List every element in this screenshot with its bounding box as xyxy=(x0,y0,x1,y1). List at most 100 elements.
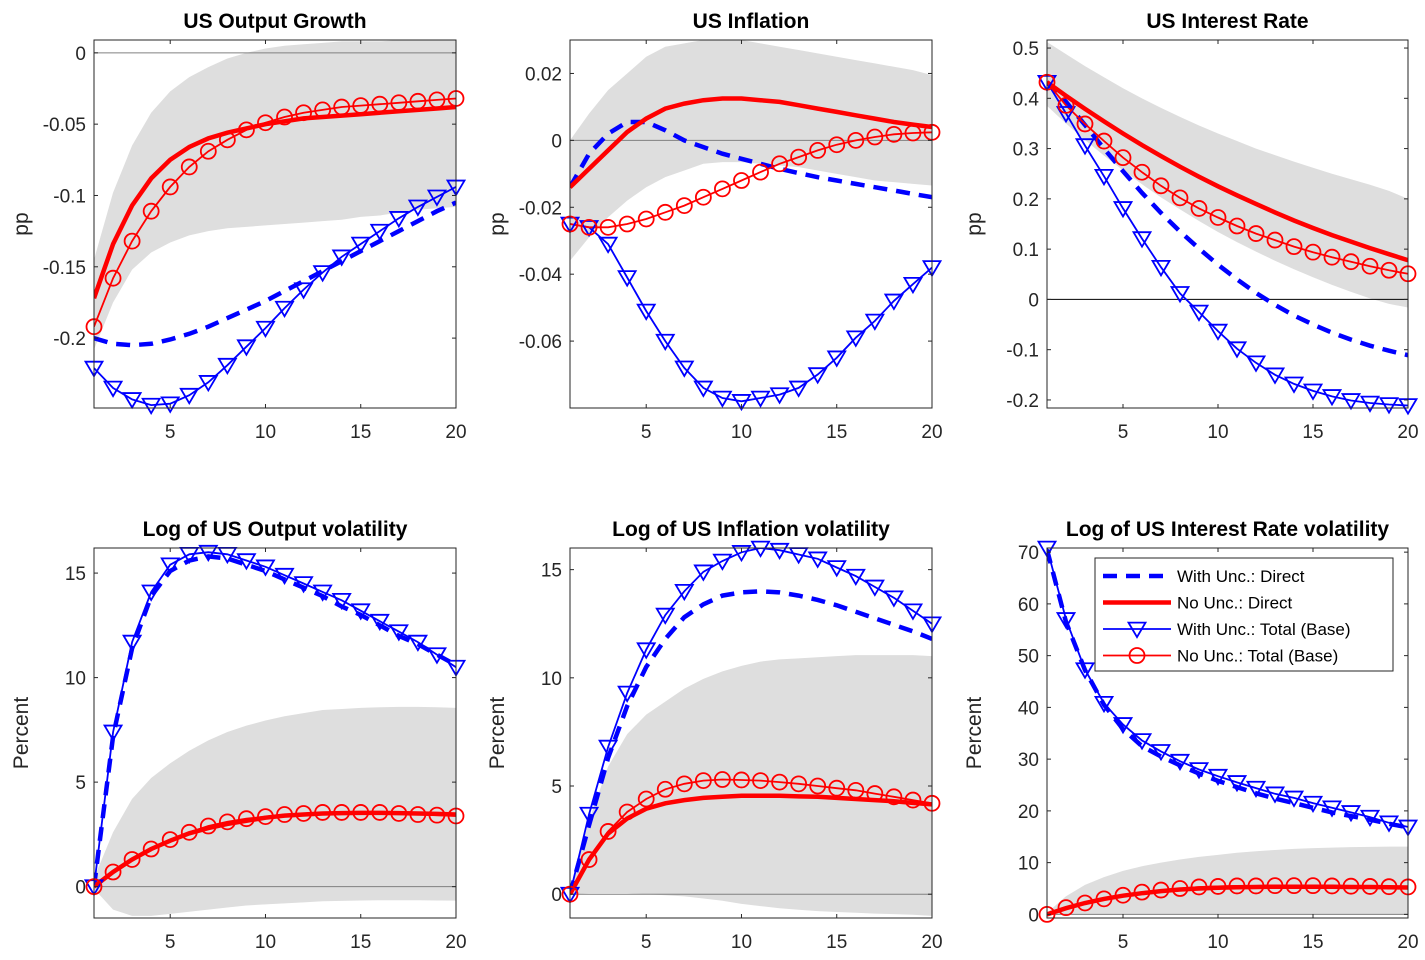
marker-circle xyxy=(771,773,788,791)
marker-circle xyxy=(1209,209,1227,226)
marker-circle xyxy=(276,806,293,823)
marker-triangle xyxy=(1131,231,1153,249)
marker-triangle xyxy=(693,380,714,398)
confidence-band xyxy=(570,655,932,916)
y-tick-label: 60 xyxy=(1018,595,1039,616)
axes-box xyxy=(93,547,457,919)
y-tick-label: 0.4 xyxy=(1013,89,1040,110)
marker-triangle xyxy=(198,375,219,393)
x-tick-label: 20 xyxy=(445,422,466,443)
x-tick-label: 15 xyxy=(1302,932,1323,953)
y-tick-label: 0 xyxy=(75,878,86,899)
series-line-no-total xyxy=(94,97,456,328)
marker-circle xyxy=(371,95,389,113)
marker-circle xyxy=(428,806,446,824)
marker-triangle xyxy=(236,339,257,357)
legend-label-no-total: No Unc.: Total (Base) xyxy=(1177,647,1338,666)
marker-circle xyxy=(276,108,293,126)
marker-circle xyxy=(828,136,846,154)
y-axis-label: pp xyxy=(486,212,509,235)
marker-circle xyxy=(238,121,255,139)
axes-box xyxy=(93,39,457,409)
marker-circle xyxy=(656,203,674,221)
marker-triangle xyxy=(407,199,428,217)
marker-triangle xyxy=(236,553,257,571)
x-tick-label: 10 xyxy=(1207,932,1228,953)
marker-circle xyxy=(295,805,312,822)
marker-circle xyxy=(1171,880,1189,897)
marker-triangle xyxy=(1378,815,1400,833)
marker-triangle xyxy=(407,634,428,652)
marker-circle xyxy=(1114,886,1132,904)
marker-triangle xyxy=(179,387,200,406)
marker-triangle xyxy=(1188,762,1210,780)
marker-triangle xyxy=(1036,540,1058,558)
marker-circle xyxy=(1228,877,1246,895)
marker-circle xyxy=(352,97,370,115)
y-tick-label: -0.2 xyxy=(53,329,86,350)
x-tick-label: 5 xyxy=(1118,422,1129,443)
marker-triangle xyxy=(426,647,448,665)
marker-triangle xyxy=(807,551,828,569)
marker-triangle xyxy=(1264,786,1286,804)
y-tick-label: 0 xyxy=(1028,290,1039,311)
x-tick-label: 10 xyxy=(255,422,276,443)
marker-triangle xyxy=(388,624,409,642)
marker-circle xyxy=(714,771,731,788)
marker-triangle xyxy=(1283,376,1305,394)
marker-circle xyxy=(847,131,865,149)
marker-triangle xyxy=(1055,106,1077,124)
marker-circle xyxy=(1323,248,1341,266)
marker-circle xyxy=(694,188,712,206)
marker-triangle xyxy=(788,380,809,398)
marker-circle xyxy=(180,823,198,841)
marker-circle xyxy=(1171,189,1189,207)
marker-circle xyxy=(1285,877,1303,895)
marker-triangle xyxy=(1131,733,1153,751)
marker-circle xyxy=(752,163,769,181)
marker-circle xyxy=(599,218,617,236)
marker-circle xyxy=(218,813,236,831)
plot-area xyxy=(570,40,932,403)
marker-triangle xyxy=(160,557,181,575)
marker-triangle xyxy=(750,540,771,558)
marker-circle xyxy=(333,804,351,821)
marker-triangle xyxy=(160,396,181,414)
marker-circle xyxy=(1380,878,1398,896)
panel-us-interest-rate: US Interest Rate pp 5 10 15 20 -0.2 -0.1 0 0.1 0… xyxy=(963,10,1419,443)
marker-circle xyxy=(1152,177,1170,195)
marker-circle xyxy=(733,771,750,789)
marker-triangle xyxy=(1207,323,1229,341)
y-tick-label: 0.5 xyxy=(1013,39,1039,60)
marker-circle xyxy=(180,158,198,176)
marker-circle xyxy=(1152,881,1170,899)
marker-triangle xyxy=(731,545,752,563)
marker-circle xyxy=(314,804,332,821)
marker-circle xyxy=(409,806,427,823)
marker-triangle xyxy=(1169,753,1191,772)
x-tick-label: 20 xyxy=(921,422,942,443)
marker-triangle xyxy=(312,265,333,283)
marker-triangle xyxy=(845,568,866,586)
x-tick-label: 20 xyxy=(921,932,942,953)
y-tick-label: 0 xyxy=(551,885,562,906)
markers xyxy=(1036,73,1419,416)
x-tick-label: 10 xyxy=(1207,422,1228,443)
marker-triangle xyxy=(826,560,847,578)
y-tick-label: 10 xyxy=(1018,854,1039,875)
marker-triangle xyxy=(883,590,904,608)
marker-triangle xyxy=(598,739,619,757)
y-tick-label: 0 xyxy=(75,44,86,65)
marker-circle xyxy=(675,775,693,793)
marker-triangle xyxy=(1226,341,1248,359)
marker-triangle xyxy=(312,584,333,602)
marker-circle xyxy=(1057,899,1075,917)
marker-triangle xyxy=(731,394,752,412)
marker-circle xyxy=(580,851,598,868)
marker-triangle xyxy=(750,390,771,408)
marker-triangle xyxy=(426,189,448,207)
marker-triangle xyxy=(826,350,847,368)
x-tick-label: 15 xyxy=(350,422,371,443)
series-line-no-total xyxy=(570,131,932,229)
confidence-band xyxy=(570,40,932,261)
